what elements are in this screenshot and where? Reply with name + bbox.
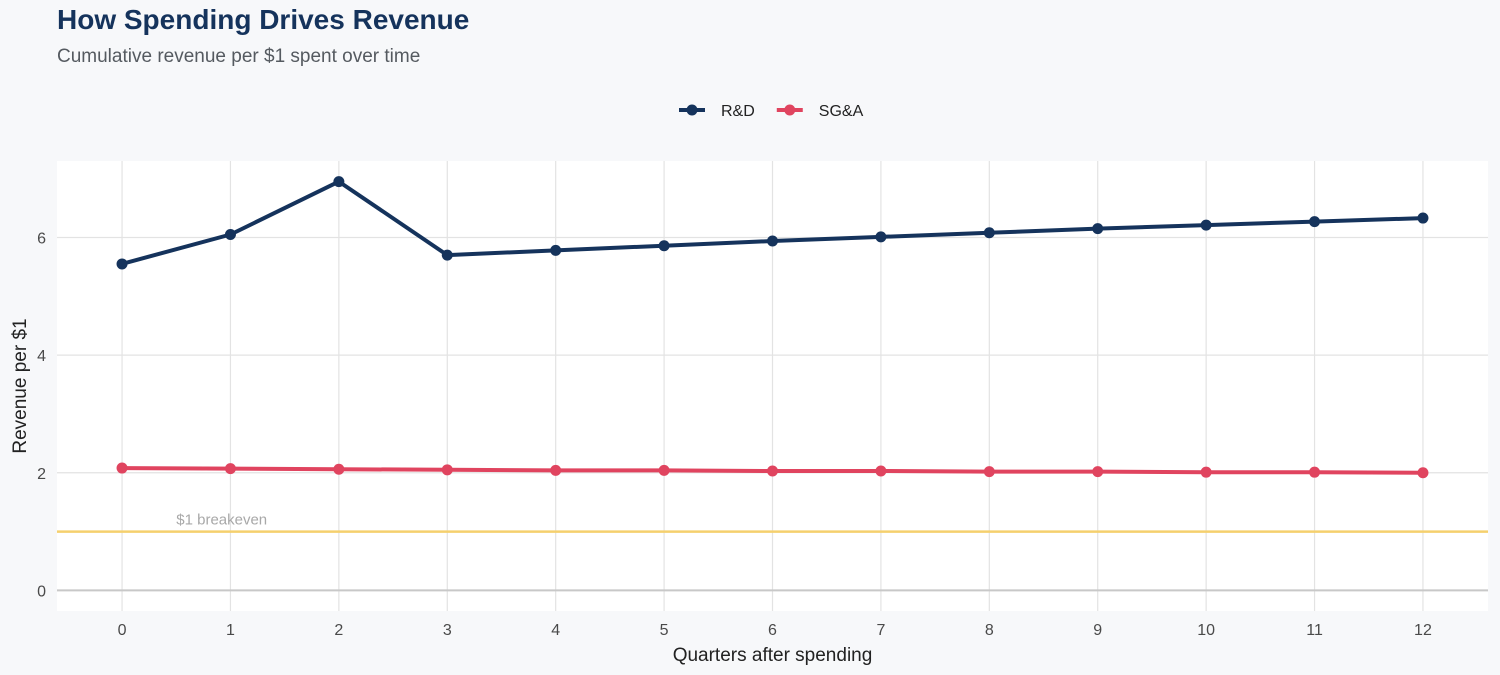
legend-label: R&D [721,103,755,120]
x-tick-label: 10 [1197,622,1215,639]
data-point-r-d [1309,216,1321,228]
legend-swatch-dot [784,104,796,116]
data-point-sg-a [1309,466,1321,478]
data-point-sg-a [116,462,128,474]
data-point-sg-a [658,464,670,476]
x-tick-label: 1 [226,622,235,639]
data-point-r-d [224,229,236,241]
x-tick-label: 2 [334,622,343,639]
series-layer [116,176,1429,479]
x-tick-label: 11 [1306,622,1323,639]
x-tick-label: 5 [660,622,669,639]
data-point-sg-a [1092,466,1104,478]
x-tick-label: 3 [443,622,452,639]
x-tick-label: 0 [118,622,127,639]
x-tick-label: 7 [876,622,885,639]
data-point-r-d [116,258,128,270]
data-point-r-d [658,240,670,252]
y-axis-label: Revenue per $1 [10,318,31,453]
y-tick-label: 2 [37,466,46,483]
data-point-r-d [983,227,995,239]
x-tick-label: 9 [1093,622,1102,639]
chart-subtitle: Cumulative revenue per $1 spent over tim… [57,46,421,67]
data-point-sg-a [550,464,562,476]
data-point-r-d [333,176,345,188]
y-tick-label: 4 [37,348,46,365]
data-point-sg-a [875,465,887,477]
data-point-r-d [1417,212,1429,224]
data-point-sg-a [1417,467,1429,479]
breakeven-label: $1 breakeven [176,512,267,529]
x-tick-label: 6 [768,622,777,639]
data-point-sg-a [983,466,995,478]
y-tick-label: 6 [37,230,46,247]
data-point-sg-a [1200,466,1212,478]
series-sg-a [116,462,1429,479]
x-tick-label: 8 [985,622,994,639]
chart-title: How Spending Drives Revenue [57,4,470,35]
data-point-r-d [1092,223,1104,235]
y-tick-label: 0 [37,583,46,600]
data-point-r-d [1200,219,1212,231]
series-r-d [116,176,1429,270]
x-tick-labels: 0 1 2 3 4 5 6 7 8 9 10 11 12 [118,622,1432,639]
x-tick-label: 4 [551,622,560,639]
data-point-r-d [875,231,887,243]
data-point-r-d [767,235,778,247]
data-point-sg-a [224,463,236,475]
data-point-r-d [550,244,562,256]
legend-item-r-d: R&D [679,103,755,120]
legend-label: SG&A [819,103,864,120]
legend-item-sg-a: SG&A [776,103,864,120]
data-point-r-d [441,249,453,261]
data-point-sg-a [441,464,453,476]
x-tick-label: 12 [1414,622,1432,639]
data-point-sg-a [333,463,345,475]
legend-swatch-dot [686,104,698,116]
x-axis-label: Quarters after spending [673,645,873,666]
legend: R&D SG&A [679,103,864,120]
y-tick-labels: 0 2 4 6 [37,230,46,600]
data-point-sg-a [767,465,778,477]
